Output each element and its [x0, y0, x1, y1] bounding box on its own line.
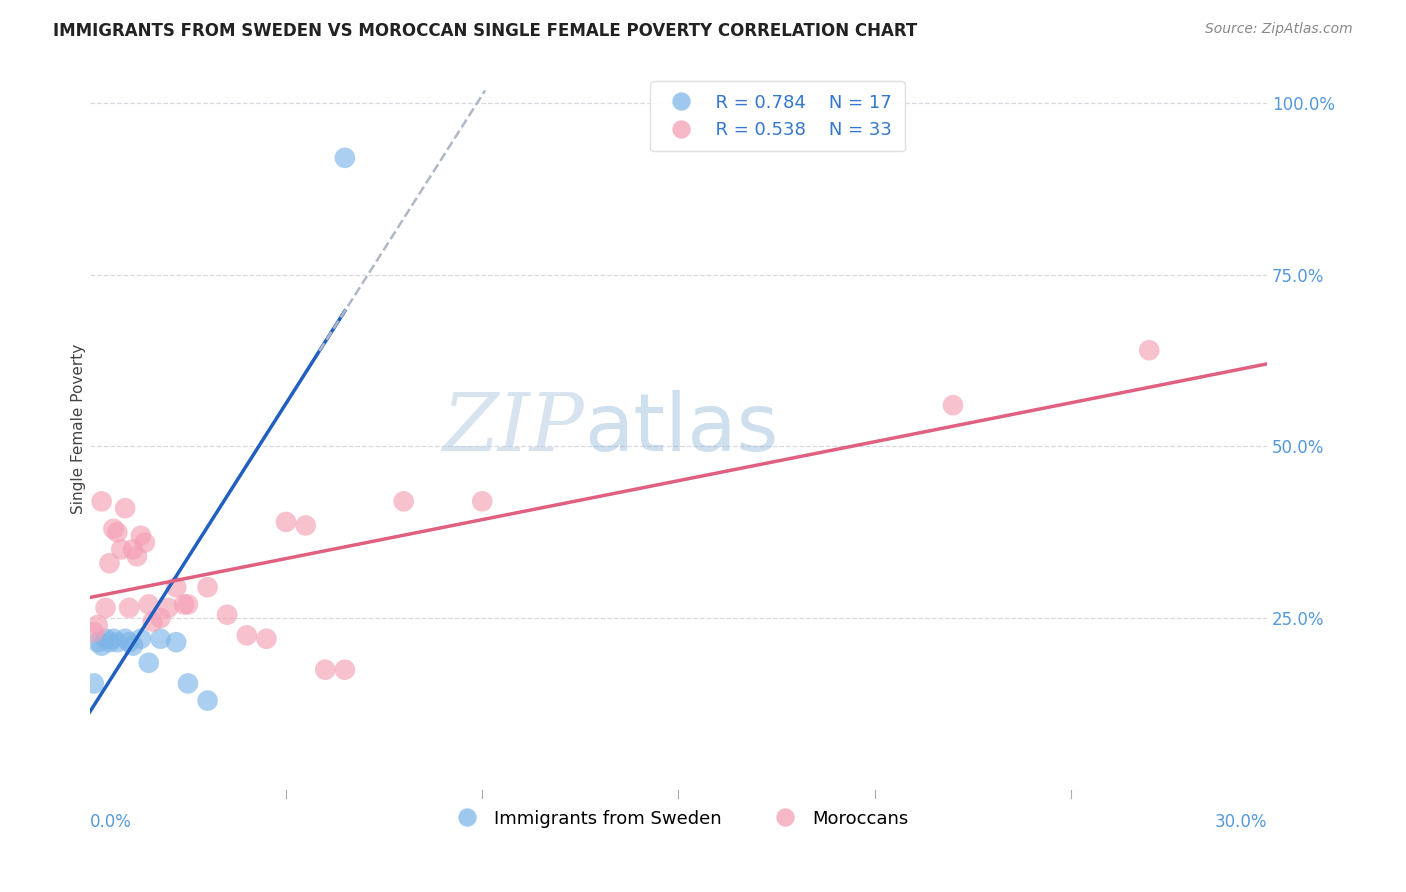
Y-axis label: Single Female Poverty: Single Female Poverty [72, 344, 86, 515]
Point [157, 600, 180, 615]
Point [118, 635, 141, 649]
Point [138, 656, 160, 670]
Point [942, 398, 965, 412]
Point [1137, 343, 1160, 358]
Point [125, 549, 148, 564]
Point [254, 632, 277, 646]
Point [471, 494, 494, 508]
Text: Source: ZipAtlas.com: Source: ZipAtlas.com [1205, 22, 1353, 37]
Point [236, 628, 259, 642]
Text: IMMIGRANTS FROM SWEDEN VS MOROCCAN SINGLE FEMALE POVERTY CORRELATION CHART: IMMIGRANTS FROM SWEDEN VS MOROCCAN SINGL… [53, 22, 918, 40]
Point [392, 494, 415, 508]
Point [165, 635, 187, 649]
Point [94, 600, 117, 615]
Point [105, 525, 128, 540]
Point [274, 515, 297, 529]
Point [149, 611, 172, 625]
Point [197, 693, 219, 707]
Point [110, 542, 132, 557]
Point [149, 632, 172, 646]
Point [138, 598, 160, 612]
Point [94, 632, 117, 646]
Point [103, 632, 125, 646]
Point [294, 518, 316, 533]
Text: ZIP: ZIP [443, 391, 585, 468]
Point [83, 624, 105, 639]
Point [173, 598, 195, 612]
Point [103, 522, 125, 536]
Point [86, 618, 108, 632]
Point [217, 607, 239, 622]
Point [83, 676, 105, 690]
Point [114, 501, 136, 516]
Point [333, 663, 356, 677]
Point [98, 556, 121, 570]
Point [197, 580, 219, 594]
Point [118, 600, 141, 615]
Point [90, 639, 112, 653]
Point [122, 542, 145, 557]
Point [114, 632, 136, 646]
Point [333, 151, 356, 165]
Point [134, 535, 156, 549]
Point [98, 635, 121, 649]
Text: 0.0%: 0.0% [90, 813, 132, 831]
Point [129, 529, 152, 543]
Point [142, 615, 165, 629]
Point [177, 598, 200, 612]
Point [314, 663, 336, 677]
Point [177, 676, 200, 690]
Point [165, 580, 187, 594]
Legend: Immigrants from Sweden, Moroccans: Immigrants from Sweden, Moroccans [441, 803, 915, 835]
Text: atlas: atlas [585, 390, 779, 468]
Point [129, 632, 152, 646]
Point [90, 494, 112, 508]
Point [122, 639, 145, 653]
Point [105, 635, 128, 649]
Text: 30.0%: 30.0% [1215, 813, 1267, 831]
Point [86, 635, 108, 649]
